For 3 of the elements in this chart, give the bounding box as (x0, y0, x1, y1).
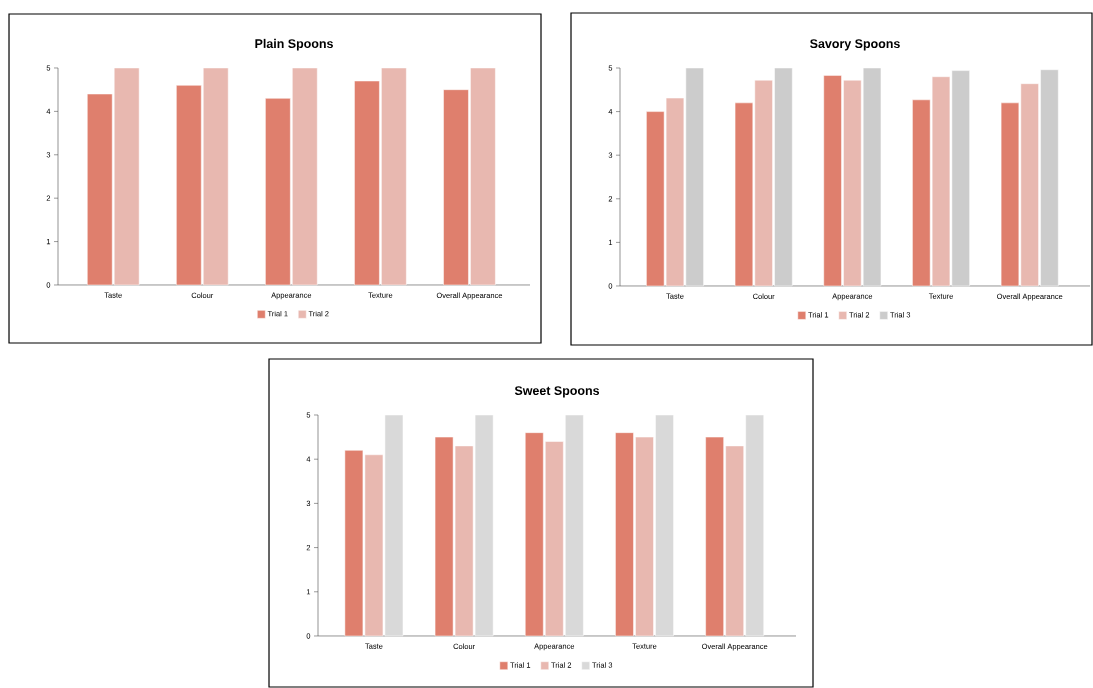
chart-title: Plain Spoons (255, 38, 333, 51)
chart-title: Savory Spoons (810, 39, 900, 51)
chart-title: Sweet Spoons (514, 386, 600, 398)
